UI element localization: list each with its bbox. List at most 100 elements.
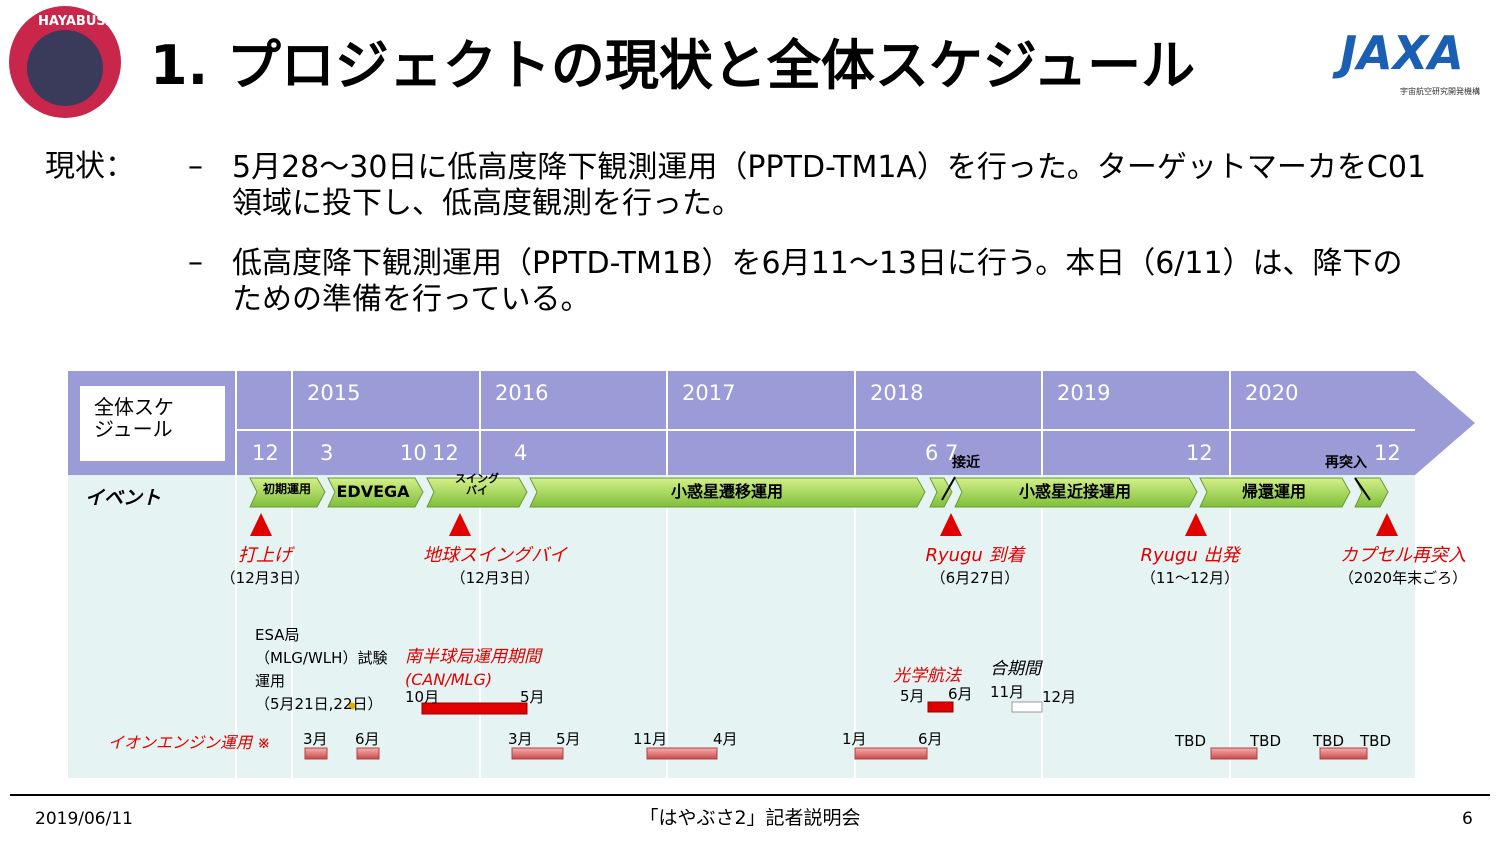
- phase-label: 帰還運用: [1241, 482, 1307, 501]
- period-sub: (CAN/MLG): [405, 670, 493, 689]
- event-marker: [940, 513, 962, 536]
- event-name: カプセル再突入: [1340, 545, 1466, 566]
- ion-mark-label: 4月: [713, 730, 738, 748]
- phase-note: 再突入: [1325, 455, 1367, 471]
- phase-arrow: [1199, 477, 1351, 508]
- period-end: 6月: [948, 685, 973, 703]
- footer-center: 「はやぶさ2」記者説明会: [639, 807, 861, 829]
- agency-logo: JAXA: [1340, 26, 1464, 80]
- period-name: 光学航法: [893, 666, 961, 686]
- ion-mark-label: 3月: [303, 730, 328, 748]
- period-start: 10月: [405, 688, 440, 706]
- ion-bar: [1319, 747, 1368, 760]
- ion-mark-label: TBD: [1175, 732, 1207, 750]
- footer-date: 2019/06/11: [35, 809, 133, 829]
- ion-mark-label: 11月: [633, 730, 668, 748]
- month-label: 12: [1186, 441, 1213, 465]
- year-label: 2016: [495, 381, 549, 405]
- period-bar: [927, 701, 954, 713]
- year-label: 2020: [1245, 381, 1299, 405]
- period-name: 合期間: [990, 659, 1041, 679]
- ion-bar: [511, 747, 564, 760]
- month-label: 4: [514, 441, 528, 465]
- phase-arrow: [529, 477, 926, 508]
- phase-arrow: [954, 477, 1198, 508]
- period-end: 12月: [1042, 688, 1077, 706]
- year-label: 2017: [682, 381, 736, 405]
- phase-label: 小惑星遷移運用: [670, 482, 784, 501]
- period-end: 5月: [520, 688, 545, 706]
- month-label: 12: [1374, 441, 1401, 465]
- year-label: 2018: [870, 381, 924, 405]
- event-date: （12月3日）: [450, 569, 540, 587]
- phase-tick: [1354, 477, 1371, 501]
- year-label: 2019: [1057, 381, 1111, 405]
- ion-mark-label: TBD: [1313, 732, 1345, 750]
- ion-bar: [1210, 747, 1258, 760]
- phase-arrow: [426, 477, 528, 508]
- mission-logo-inner: [27, 30, 103, 106]
- month-label: 12: [252, 441, 279, 465]
- phase-arrow: [249, 477, 326, 508]
- period-start: 5月: [900, 687, 925, 705]
- esa-test-line: ESA局: [255, 626, 300, 644]
- period-start: 11月: [990, 683, 1025, 701]
- timeline-shapes: [235, 371, 1398, 778]
- ion-label: イオンエンジン運用 ※: [108, 733, 271, 752]
- event-date: （12月3日）: [220, 569, 310, 587]
- event-name: 打上げ: [238, 545, 292, 566]
- event-marker: [250, 513, 272, 536]
- event-name: Ryugu 出発: [1140, 545, 1240, 566]
- esa-test-line: 運用: [255, 672, 286, 690]
- mission-logo: HAYABUSA2: [38, 14, 125, 29]
- period-bar: [1011, 701, 1043, 713]
- phase-note: 接近: [952, 455, 980, 471]
- ion-mark-label: 6月: [355, 730, 380, 748]
- year-label: 2015: [307, 381, 361, 405]
- phase-arrow: [1354, 477, 1389, 508]
- status-label: 現状：: [45, 149, 135, 184]
- event-date: （6月27日）: [930, 569, 1020, 587]
- ion-mark-label: TBD: [1250, 732, 1282, 750]
- esa-test-line: （5月21日,22日）: [255, 695, 383, 713]
- period-bar: [421, 702, 528, 715]
- event-marker: [1376, 513, 1398, 536]
- ion-bar: [646, 747, 718, 760]
- bullet-dash: –: [188, 245, 203, 280]
- ion-mark-label: 5月: [556, 730, 581, 748]
- status-item: 5月28～30日に低高度降下観測運用（PPTD-TM1A）を行った。ターゲットマ…: [232, 150, 1427, 221]
- footer-page: 6: [1462, 809, 1473, 829]
- status-item: 低高度降下観測運用（PPTD-TM1B）を6月11～13日に行う。本日（6/11…: [232, 246, 1403, 317]
- ion-mark-label: TBD: [1360, 732, 1392, 750]
- event-date: （2020年末ごろ）: [1338, 569, 1468, 587]
- phase-arrow: [327, 477, 424, 508]
- event-row-label: イベント: [85, 487, 162, 509]
- month-label: 7: [945, 441, 959, 465]
- esa-dot: [348, 702, 356, 710]
- corner-text: 全体スケジュール: [94, 395, 174, 441]
- agency-name: 宇宙航空研究開発機構: [1400, 87, 1480, 96]
- event-name: Ryugu 到着: [925, 545, 1025, 566]
- esa-test-line: （MLG/WLH）試験: [255, 649, 388, 667]
- bullet-dash: –: [188, 149, 203, 184]
- phase-label: スイングバイ: [455, 472, 499, 498]
- month-label: 10: [400, 441, 427, 465]
- event-date: （11～12月）: [1140, 569, 1240, 587]
- period-name: 南半球局運用期間: [405, 647, 541, 667]
- phase-label: 小惑星近接運用: [1018, 482, 1132, 501]
- phase-tick: [941, 476, 956, 501]
- phase-label: 初期運用: [262, 482, 312, 496]
- phase-label: EDVEGA: [336, 482, 410, 501]
- ion-bar: [854, 747, 928, 760]
- schedule-corner: 全体スケジュール: [80, 386, 225, 461]
- month-label: 3: [320, 441, 334, 465]
- ion-mark-label: 6月: [918, 730, 943, 748]
- month-label: 6: [925, 441, 939, 465]
- event-marker: [1185, 513, 1207, 536]
- title: 1. プロジェクトの現状と全体スケジュール: [150, 34, 1196, 97]
- ion-bar: [304, 747, 328, 760]
- phase-arrow: [929, 477, 953, 508]
- month-label: 12: [432, 441, 459, 465]
